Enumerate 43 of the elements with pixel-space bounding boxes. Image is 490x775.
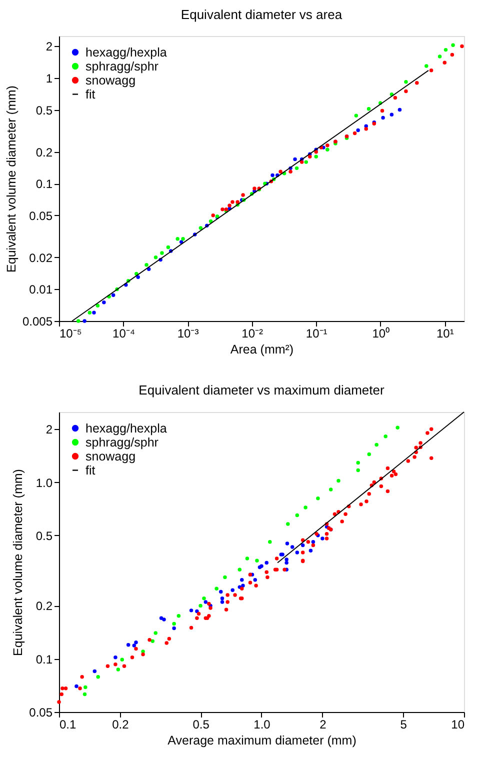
legend-label: snowagg xyxy=(86,449,136,464)
y-tick-label: 0.01 xyxy=(29,282,53,297)
y-tick-label: 0.2 xyxy=(36,145,53,160)
y-tick-label: 0.005 xyxy=(22,314,53,328)
x-axis-title: Area (mm²) xyxy=(230,342,294,356)
legend-label: hexagg/hexpla xyxy=(86,421,167,436)
chart-title: Equivalent diameter vs maximum diameter xyxy=(138,382,385,398)
x-tick-label: 10⁻² xyxy=(242,326,263,340)
x-tick-label: 5 xyxy=(400,718,408,732)
y-tick-label: 0.5 xyxy=(36,103,53,118)
x-tick-label: 10⁻³ xyxy=(177,326,199,340)
x-tick-label: 10¹ xyxy=(436,326,454,340)
x-tick-label: 2 xyxy=(320,718,327,732)
legend-label: fit xyxy=(86,87,96,102)
x-tick-label: 0.1 xyxy=(60,718,77,732)
y-tick-label: 2 xyxy=(46,422,53,437)
x-tick-label: 10⁰ xyxy=(372,326,390,340)
x-tick-label: 1.0 xyxy=(254,718,271,732)
y-tick-label: 0.05 xyxy=(29,208,53,223)
legend-label: snowagg xyxy=(86,73,136,88)
x-tick-label: 10⁻⁵ xyxy=(60,326,82,340)
y-axis-title: Equivalent volume diameter (mm) xyxy=(11,469,26,656)
x-tick-label: 0.2 xyxy=(112,718,130,732)
y-tick-label: 0.02 xyxy=(29,250,53,265)
y-tick-label: 1 xyxy=(46,72,53,86)
y-axis-title: Equivalent volume diameter (mm) xyxy=(4,86,18,272)
x-tick-label: 10⁻⁴ xyxy=(112,326,136,340)
y-tick-label: 0.1 xyxy=(36,177,53,192)
legend-label: sphragg/sphr xyxy=(86,59,158,74)
x-tick-label: 0.5 xyxy=(192,718,210,732)
y-tick-label: 0.5 xyxy=(36,528,53,543)
x-axis-title: Average maximum diameter (mm) xyxy=(168,734,356,748)
y-tick-label: 0.2 xyxy=(36,599,53,614)
legend-label: sphragg/sphr xyxy=(86,435,158,450)
x-tick-label: 10 xyxy=(451,718,465,732)
y-tick-label: 0.1 xyxy=(36,652,53,666)
x-tick-label: 10⁻¹ xyxy=(306,326,328,340)
y-tick-label: 0.05 xyxy=(29,706,53,720)
legend-label: hexagg/hexpla xyxy=(86,45,167,60)
y-tick-label: 1.0 xyxy=(36,476,53,490)
legend-label: fit xyxy=(86,463,96,478)
chart-title: Equivalent diameter vs area xyxy=(180,7,343,22)
y-tick-label: 2 xyxy=(46,40,53,54)
